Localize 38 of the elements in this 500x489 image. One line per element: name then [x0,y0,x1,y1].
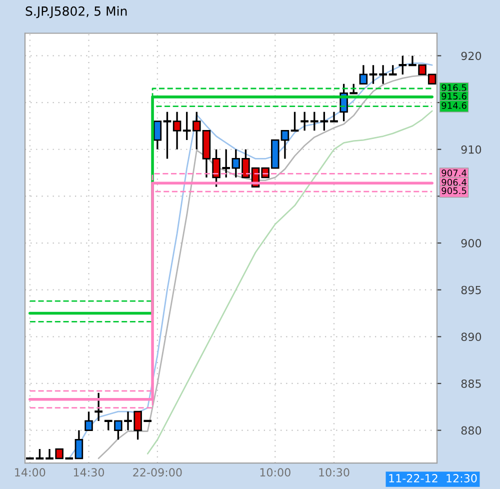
data-label: 914.6 [442,102,466,109]
candlestick [388,64,398,76]
candlestick [398,54,408,76]
candlestick [74,429,84,460]
y-tick-label: 910 [461,145,482,154]
candlestick [84,410,93,432]
y-tick-label: 890 [461,332,482,342]
text: 11-22-12 12:30 [389,474,477,482]
candlestick [162,111,172,160]
data-label: 907.4 [442,170,466,176]
candlestick [172,111,182,150]
data-label: 906.4 [442,178,466,186]
candlestick [368,64,378,85]
candlestick [329,111,339,122]
x-tick-label: 14:30 [74,468,104,477]
x-tick-label: 14:00 [15,468,46,477]
y-tick-label: 895 [461,286,481,294]
x-tick-label: 10:00 [260,468,290,477]
y-tick-label: 920 [461,52,482,60]
y-tick-label: 900 [461,238,482,248]
data-label: 905.5 [442,187,466,194]
y-tick-label: 880 [461,426,482,435]
data-label: 916.5 [442,84,466,92]
candlestick [94,392,104,422]
candlestick [319,111,330,132]
x-tick-label: 22-09:00 [133,468,182,477]
x-tick-label: 10:30 [319,468,350,477]
candlestick [153,120,162,150]
candlestick [359,64,368,85]
candlestick [378,64,388,85]
chart-title: S.JP.J5802, 5 Min [26,6,127,18]
candlestick [34,448,45,460]
candlestick [290,111,300,132]
data-label: 915.6 [442,92,466,100]
line-series [146,110,433,454]
candlestick [309,111,320,132]
y-tick-label: 885 [461,379,481,388]
candlestick [300,111,310,132]
